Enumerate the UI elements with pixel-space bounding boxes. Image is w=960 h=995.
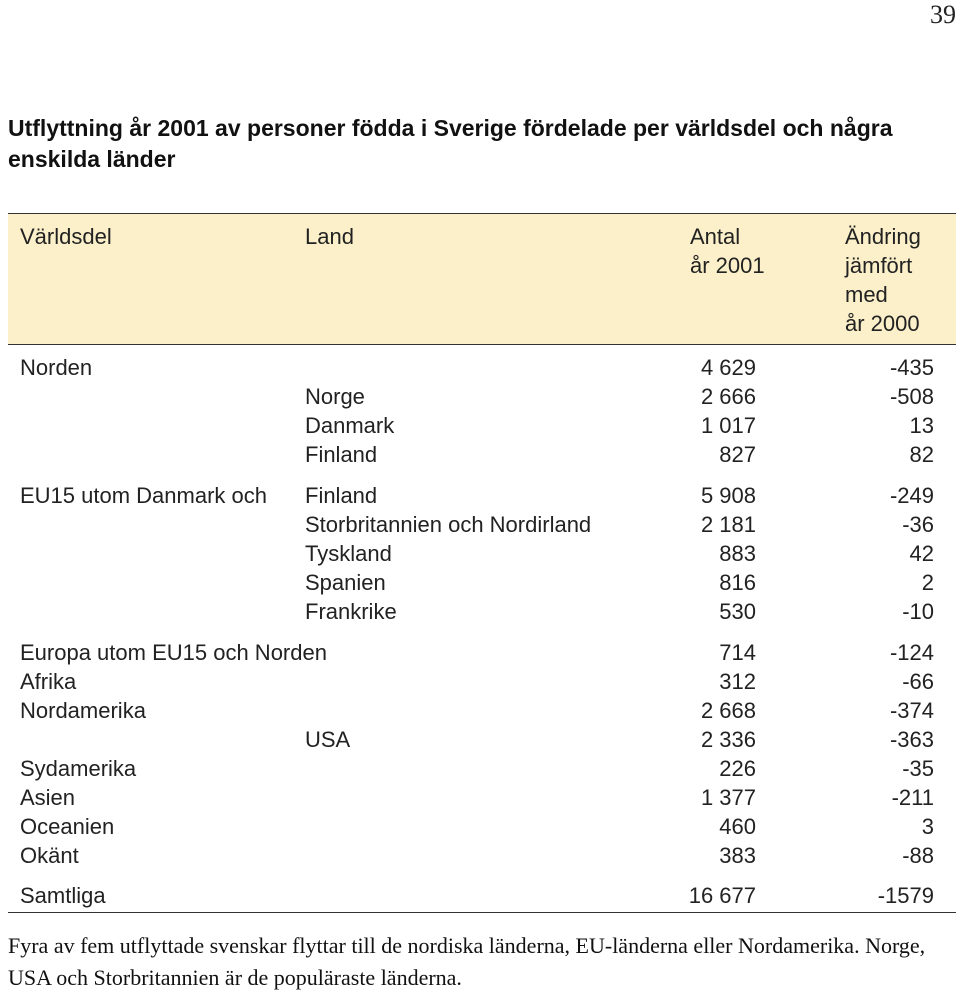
cell-change: -249 — [889, 483, 934, 508]
cell-change: 13 — [909, 413, 934, 438]
cell-change: -435 — [889, 355, 934, 380]
header-change-line3: med — [845, 282, 888, 307]
cell-region: Samtliga — [20, 883, 106, 908]
cell-region: EU15 utom Danmark och — [20, 483, 267, 508]
cell-region: Sydamerika — [20, 756, 137, 781]
cell-change: -363 — [889, 727, 934, 752]
cell-change: -88 — [902, 843, 934, 868]
page-title: Utflyttning år 2001 av personer födda i … — [8, 115, 893, 172]
table-row: Danmark 1 017 13 — [8, 411, 956, 440]
table-row: Afrika 312 -66 — [8, 667, 956, 696]
cell-country: Danmark — [305, 413, 395, 438]
header-change-line4: år 2000 — [845, 311, 920, 336]
cell-change: -374 — [889, 698, 934, 723]
cell-change: 42 — [909, 541, 934, 566]
table-row: Finland 827 82 — [8, 440, 956, 469]
cell-change: -35 — [902, 756, 934, 781]
cell-change: -66 — [902, 669, 934, 694]
cell-country: Storbritannien och Nordirland — [305, 512, 592, 537]
cell-country: USA — [305, 727, 351, 752]
table-row: Tyskland 883 42 — [8, 539, 956, 568]
table-row: Europa utom EU15 och Norden 714 -124 — [8, 638, 956, 667]
cell-count: 16 677 — [688, 883, 756, 908]
cell-change: -1579 — [877, 883, 934, 908]
header-region: Världsdel — [20, 224, 112, 249]
header-count-line2: år 2001 — [690, 253, 765, 278]
cell-count: 530 — [719, 599, 756, 624]
table-row: EU15 utom Danmark och Finland 5 908 -249 — [8, 481, 956, 510]
caption: Fyra av fem utflyttade svenskar flyttar … — [8, 933, 926, 990]
header-country: Land — [305, 224, 354, 249]
table-row: Frankrike 530 -10 — [8, 597, 956, 626]
cell-count: 2 668 — [700, 698, 756, 723]
cell-region: Oceanien — [20, 814, 115, 839]
cell-change: -508 — [889, 384, 934, 409]
cell-country: Spanien — [305, 570, 386, 595]
cell-country: Finland — [305, 442, 378, 467]
cell-count: 460 — [719, 814, 756, 839]
cell-count: 4 629 — [700, 355, 756, 380]
cell-country: Tyskland — [305, 541, 392, 566]
table-body: Norden 4 629 -435 Norge 2 666 -508 Danma… — [8, 345, 956, 913]
header-change-line2: jämfört — [845, 253, 913, 278]
cell-country: Finland — [305, 483, 378, 508]
cell-region: Europa utom EU15 och Norden — [20, 640, 327, 665]
cell-change: -36 — [902, 512, 934, 537]
cell-change: 82 — [909, 442, 934, 467]
cell-change: -124 — [889, 640, 934, 665]
cell-change: 2 — [921, 570, 934, 595]
table-row: Oceanien 460 3 — [8, 812, 956, 841]
table-row: Spanien 816 2 — [8, 568, 956, 597]
table-row: Sydamerika 226 -35 — [8, 754, 956, 783]
cell-count: 2 336 — [700, 727, 756, 752]
table-row: Storbritannien och Nordirland 2 181 -36 — [8, 510, 956, 539]
cell-region: Asien — [20, 785, 76, 810]
page-number: 39 — [930, 0, 956, 29]
table-row: Norden 4 629 -435 — [8, 353, 956, 382]
cell-count: 226 — [719, 756, 756, 781]
cell-count: 2 181 — [700, 512, 756, 537]
cell-count: 714 — [719, 640, 756, 665]
cell-change: -10 — [902, 599, 934, 624]
cell-change: -211 — [891, 785, 934, 810]
cell-region: Nordamerika — [20, 698, 146, 723]
header-change-line1: Ändring — [845, 224, 921, 249]
table-header: Världsdel Land Antal år 2001 Ändring jäm… — [8, 213, 956, 345]
cell-country: Norge — [305, 384, 365, 409]
cell-region: Afrika — [20, 669, 77, 694]
table-row: Norge 2 666 -508 — [8, 382, 956, 411]
table-row: Okänt 383 -88 — [8, 841, 956, 870]
cell-count: 2 666 — [700, 384, 756, 409]
cell-count: 1 017 — [700, 413, 756, 438]
cell-count: 1 377 — [700, 785, 756, 810]
cell-count: 5 908 — [700, 483, 756, 508]
emigration-table: Världsdel Land Antal år 2001 Ändring jäm… — [8, 213, 956, 913]
header-count: Antal år 2001 — [690, 222, 765, 280]
header-change: Ändring jämfört med år 2000 — [845, 222, 921, 338]
cell-count: 383 — [719, 843, 756, 868]
table-row: Nordamerika 2 668 -374 — [8, 696, 956, 725]
cell-count: 816 — [719, 570, 756, 595]
cell-count: 312 — [719, 669, 756, 694]
table-row: Asien 1 377 -211 — [8, 783, 956, 812]
cell-count: 883 — [719, 541, 756, 566]
cell-count: 827 — [719, 442, 756, 467]
cell-region: Okänt — [20, 843, 79, 868]
table-total-row: Samtliga 16 677 -1579 — [8, 881, 956, 910]
cell-country: Frankrike — [305, 599, 397, 624]
table-row: USA 2 336 -363 — [8, 725, 956, 754]
cell-region: Norden — [20, 355, 93, 380]
header-count-line1: Antal — [690, 224, 741, 249]
cell-change: 3 — [921, 814, 934, 839]
